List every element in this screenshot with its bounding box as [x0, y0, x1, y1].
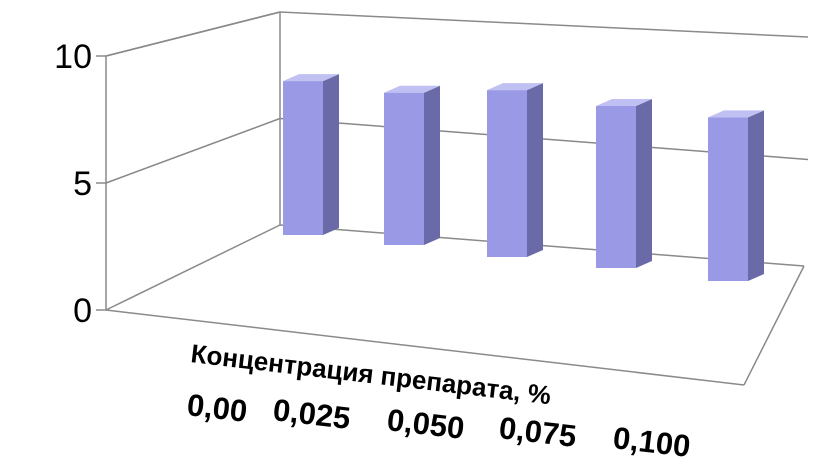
bar — [708, 110, 764, 281]
bar-front-face — [283, 81, 323, 235]
bar-side-face — [748, 110, 764, 281]
bar-front-face — [596, 106, 636, 268]
x-tick-label: 0,100 — [611, 420, 692, 464]
bar — [487, 83, 543, 257]
bar-side-face — [323, 74, 339, 235]
bar-top-face — [487, 83, 543, 91]
bar — [384, 85, 440, 245]
bar — [596, 99, 652, 268]
y-tick-label: 0 — [73, 292, 92, 330]
bar — [283, 74, 339, 235]
x-tick-label: 0,075 — [497, 410, 578, 454]
bar-series — [283, 74, 764, 281]
y-axis-ticks: 0 5 10 — [54, 38, 106, 330]
chart-walls — [105, 11, 809, 386]
x-axis-category-labels: 0,00 0,025 0,050 0,075 0,100 — [185, 387, 692, 464]
back-wall-top-edge — [105, 11, 281, 57]
y-tick-label: 5 — [73, 165, 92, 203]
bar-side-face — [636, 99, 652, 268]
floor-front-edge — [105, 309, 745, 386]
bar-side-face — [527, 83, 543, 257]
bar-front-face — [708, 117, 748, 281]
bar-top-face — [283, 74, 339, 82]
floor-left-edge — [105, 224, 281, 311]
floor-right-edge — [743, 265, 805, 386]
y-tick-label: 10 — [54, 38, 92, 76]
bar-top-face — [384, 85, 440, 93]
bar-top-face — [596, 99, 652, 106]
x-tick-label: 0,025 — [271, 392, 352, 436]
back-wall-top-edge-right — [279, 11, 809, 38]
gridline-left-wall — [105, 117, 281, 184]
bar-side-face — [424, 85, 440, 245]
bar-front-face — [384, 92, 424, 245]
gridlines — [105, 11, 809, 184]
x-tick-label: 0,050 — [385, 402, 466, 446]
bar-top-face — [708, 110, 764, 118]
x-tick-label: 0,00 — [185, 387, 249, 429]
bar-front-face — [487, 90, 527, 257]
